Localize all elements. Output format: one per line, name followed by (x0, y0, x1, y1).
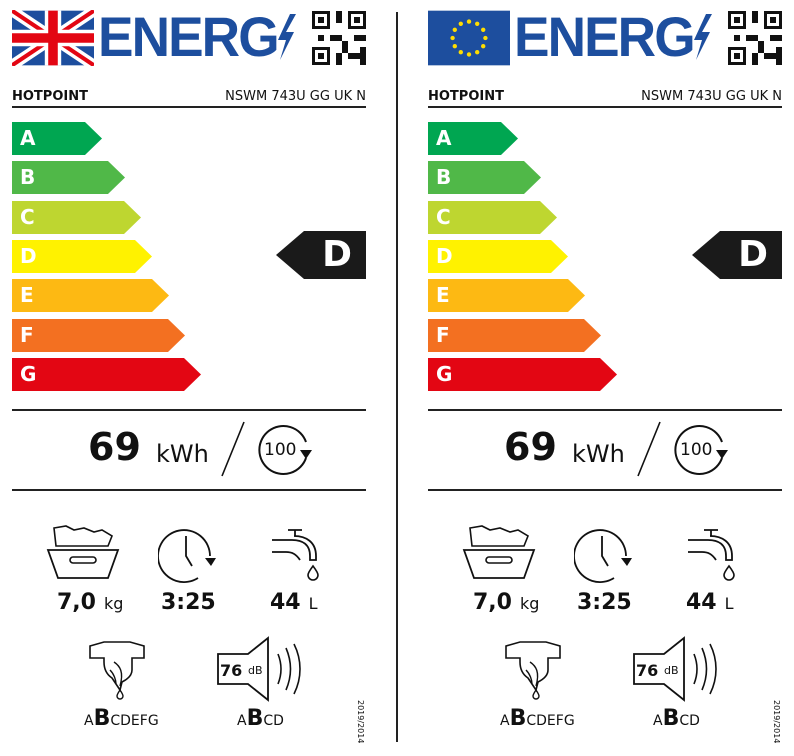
noise-class-post: CD (263, 713, 284, 729)
capacity-unit: kg (103, 594, 124, 613)
speaker-noise-icon (633, 636, 717, 702)
divider (12, 409, 366, 411)
energy-consumption-value: 69 (88, 425, 141, 469)
energy-label-eu: ENERG HOTPOINT NSWM 743U GG UK N A B C D… (416, 0, 794, 756)
spin-class: ABCDEFG (84, 706, 159, 731)
scale-bar-e: E (12, 279, 169, 312)
spin-class-pre: A (84, 713, 94, 729)
lightning-icon (278, 14, 296, 60)
noise-class-selected: B (662, 706, 680, 731)
scale-bar-f: F (12, 319, 185, 352)
scale-bar-f: F (428, 319, 601, 352)
lightning-icon (694, 14, 712, 60)
water-tap-icon (272, 529, 319, 581)
rating-indicator: D (692, 231, 782, 279)
noise-class: ABCD (653, 706, 700, 731)
cycles-value: 100 (264, 440, 297, 460)
spin-drying-shirt-icon (505, 641, 561, 700)
speaker-noise-icon (217, 636, 301, 702)
energy-consumption-unit: kWh (156, 440, 209, 468)
water: 44 L (270, 590, 318, 615)
energy-consumption-value: 69 (504, 425, 557, 469)
divider (12, 106, 366, 108)
scale-bar-b: B (12, 161, 125, 194)
qr-code-icon (728, 11, 782, 65)
divider (428, 409, 782, 411)
water-value: 44 (270, 590, 301, 615)
divider (428, 106, 782, 108)
rating-indicator: D (276, 231, 366, 279)
clock-icon (574, 529, 632, 583)
label-divider (396, 12, 398, 742)
scale-bar-g: G (428, 358, 617, 391)
noise-value: 76 (220, 661, 243, 680)
scale-bar-d: D (12, 240, 152, 273)
scale-bar-d: D (428, 240, 568, 273)
noise-unit: dB (248, 664, 263, 677)
programme-duration: 3:25 (577, 590, 632, 615)
water-value: 44 (686, 590, 717, 615)
laundry-basket-icon (462, 525, 536, 579)
regulation-number: 2019/2014 (356, 700, 365, 744)
noise-class-pre: A (237, 713, 247, 729)
capacity-unit: kg (519, 594, 540, 613)
eu-flag-icon (428, 10, 510, 66)
divider (12, 489, 366, 491)
cycles-icon (258, 425, 312, 475)
slash-separator (637, 421, 661, 477)
scale-bar-e: E (428, 279, 585, 312)
cycles-value: 100 (680, 440, 713, 460)
capacity: 7,0 kg (473, 590, 539, 615)
supplier-name: HOTPOINT (12, 89, 88, 104)
scale-bar-c: C (428, 201, 557, 234)
qr-code-icon (312, 11, 366, 65)
scale-bar-b: B (428, 161, 541, 194)
energy-logo-text: ENERG (98, 5, 280, 68)
divider (428, 489, 782, 491)
model-identifier: NSWM 743U GG UK N (641, 89, 782, 104)
spin-class-post: CDEFG (110, 713, 159, 729)
capacity: 7,0 kg (57, 590, 123, 615)
spin-class-selected: B (93, 706, 111, 731)
spin-class-post: CDEFG (526, 713, 575, 729)
scale-bar-c: C (12, 201, 141, 234)
energy-label-uk: ENERG HOTPOINT NSWM 743U GG UK N A B C D… (0, 0, 380, 756)
scale-bar-g: G (12, 358, 201, 391)
laundry-basket-icon (46, 525, 120, 579)
spin-class-selected: B (509, 706, 527, 731)
water: 44 L (686, 590, 734, 615)
energy-logo-text: ENERG (514, 5, 696, 68)
cycles-icon (674, 425, 728, 475)
noise-class-post: CD (679, 713, 700, 729)
scale-bar-a: A (428, 122, 518, 155)
water-unit: L (308, 594, 318, 613)
scale-bar-a: A (12, 122, 102, 155)
regulation-number: 2019/2014 (772, 700, 781, 744)
noise-unit: dB (664, 664, 679, 677)
spin-class-pre: A (500, 713, 510, 729)
model-identifier: NSWM 743U GG UK N (225, 89, 366, 104)
noise-value: 76 (636, 661, 659, 680)
energy-consumption-unit: kWh (572, 440, 625, 468)
supplier-name: HOTPOINT (428, 89, 504, 104)
slash-separator (221, 421, 245, 477)
noise-class-selected: B (246, 706, 264, 731)
capacity-value: 7,0 (473, 590, 512, 615)
noise-class: ABCD (237, 706, 284, 731)
noise-class-pre: A (653, 713, 663, 729)
uk-flag-icon (12, 10, 94, 66)
capacity-value: 7,0 (57, 590, 96, 615)
water-unit: L (724, 594, 734, 613)
programme-duration: 3:25 (161, 590, 216, 615)
water-tap-icon (688, 529, 735, 581)
spin-drying-shirt-icon (89, 641, 145, 700)
clock-icon (158, 529, 216, 583)
spin-class: ABCDEFG (500, 706, 575, 731)
